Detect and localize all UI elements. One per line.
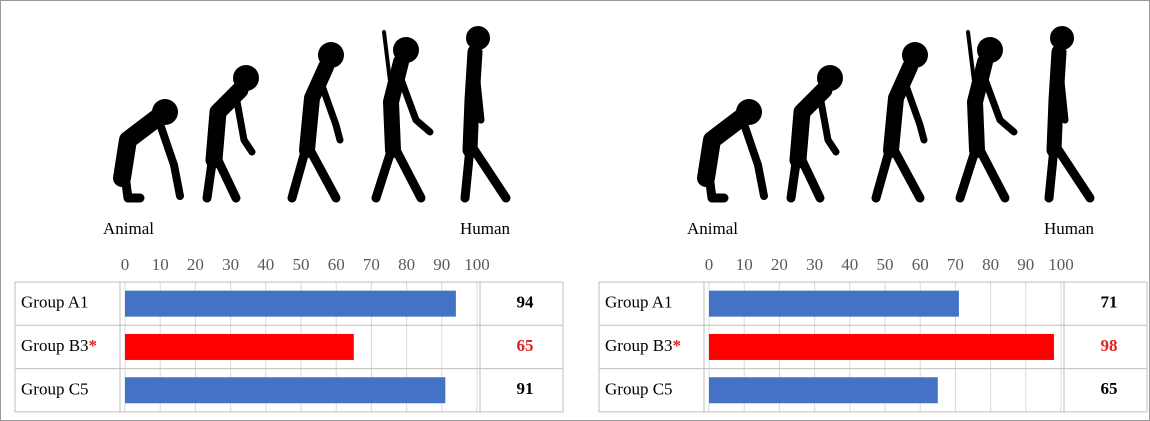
x-tick-label: 40 (257, 255, 274, 274)
category-label: Group C5 (21, 379, 89, 398)
x-tick-label: 30 (806, 255, 823, 274)
category-label: Group B3* (605, 336, 681, 355)
x-tick-label: 30 (222, 255, 239, 274)
x-tick-label: 20 (187, 255, 204, 274)
annotation: Human (1044, 219, 1095, 238)
x-tick-label: 10 (736, 255, 753, 274)
x-tick-label: 20 (771, 255, 788, 274)
x-tick-label: 60 (912, 255, 929, 274)
x-tick-label: 100 (464, 255, 490, 274)
x-tick-label: 50 (877, 255, 894, 274)
category-name: Group C5 (605, 379, 673, 398)
category-mark: * (673, 336, 682, 355)
bar (709, 334, 1054, 360)
x-tick-label: 80 (398, 255, 415, 274)
x-tick-label: 100 (1048, 255, 1074, 274)
x-tick-label: 80 (982, 255, 999, 274)
x-tick-label: 50 (293, 255, 310, 274)
value-label: 98 (1101, 336, 1118, 355)
bar (709, 291, 959, 317)
bar (709, 377, 938, 403)
annotation: Animal (687, 219, 738, 238)
evolution-silhouettes (706, 26, 1090, 198)
category-name: Group B3 (21, 336, 89, 355)
value-label: 71 (1101, 293, 1118, 312)
x-tick-label: 40 (841, 255, 858, 274)
category-label: Group A1 (605, 293, 673, 312)
x-tick-label: 10 (152, 255, 169, 274)
category-name: Group A1 (21, 293, 89, 312)
x-tick-label: 70 (363, 255, 380, 274)
value-label: 91 (517, 379, 534, 398)
category-name: Group A1 (605, 293, 673, 312)
annotation: Human (460, 219, 511, 238)
category-mark: * (89, 336, 98, 355)
x-tick-label: 0 (121, 255, 130, 274)
x-tick-label: 90 (433, 255, 450, 274)
value-label: 94 (517, 293, 535, 312)
x-tick-label: 0 (705, 255, 714, 274)
value-label: 65 (1101, 379, 1118, 398)
bar (125, 334, 354, 360)
x-tick-label: 60 (328, 255, 345, 274)
bar (125, 377, 445, 403)
bar (125, 291, 456, 317)
annotation: Animal (103, 219, 154, 238)
category-label: Group B3* (21, 336, 97, 355)
figure: AnimalHuman0102030405060708090100Group A… (0, 0, 1150, 421)
category-name: Group C5 (21, 379, 89, 398)
x-tick-label: 90 (1017, 255, 1034, 274)
value-label: 65 (517, 336, 534, 355)
evolution-silhouettes (122, 26, 506, 198)
category-label: Group C5 (605, 379, 673, 398)
x-tick-label: 70 (947, 255, 964, 274)
category-label: Group A1 (21, 293, 89, 312)
category-name: Group B3 (605, 336, 673, 355)
